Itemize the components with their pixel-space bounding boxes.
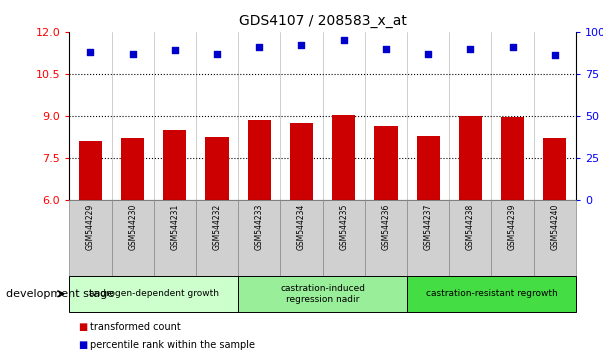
Bar	[69, 200, 112, 276]
Text: GSM544233: GSM544233	[255, 204, 264, 250]
Point	[170, 47, 180, 53]
Text: androgen-dependent growth: androgen-dependent growth	[89, 289, 219, 298]
Bar	[121, 138, 144, 200]
Bar	[323, 200, 365, 276]
Title: GDS4107 / 208583_x_at: GDS4107 / 208583_x_at	[239, 14, 406, 28]
Bar	[196, 200, 238, 276]
Point	[423, 51, 433, 57]
Point	[339, 38, 349, 43]
Point	[254, 44, 264, 50]
Text: development stage: development stage	[6, 289, 114, 299]
Point	[550, 53, 560, 58]
Text: percentile rank within the sample: percentile rank within the sample	[90, 340, 256, 350]
Bar	[112, 200, 154, 276]
Bar	[407, 276, 576, 312]
Bar	[238, 200, 280, 276]
Point	[128, 51, 137, 57]
Text: GSM544229: GSM544229	[86, 204, 95, 250]
Point	[212, 51, 222, 57]
Text: castration-induced
regression nadir: castration-induced regression nadir	[280, 284, 365, 303]
Text: transformed count: transformed count	[90, 322, 181, 332]
Bar	[365, 200, 407, 276]
Bar	[280, 200, 323, 276]
Text: GSM544239: GSM544239	[508, 204, 517, 250]
Bar	[163, 130, 186, 200]
Bar	[491, 200, 534, 276]
Text: GSM544230: GSM544230	[128, 204, 137, 250]
Bar	[407, 200, 449, 276]
Text: GSM544234: GSM544234	[297, 204, 306, 250]
Bar	[417, 136, 440, 200]
Bar	[206, 137, 229, 200]
Point	[466, 46, 475, 52]
Bar	[238, 276, 407, 312]
Text: GSM544232: GSM544232	[213, 204, 221, 250]
Text: castration-resistant regrowth: castration-resistant regrowth	[426, 289, 557, 298]
Bar	[69, 276, 238, 312]
Bar	[501, 117, 524, 200]
Point	[86, 49, 95, 55]
Text: ■: ■	[78, 322, 87, 332]
Bar	[79, 141, 102, 200]
Text: GSM544238: GSM544238	[466, 204, 475, 250]
Text: GSM544235: GSM544235	[339, 204, 348, 250]
Text: ■: ■	[78, 340, 87, 350]
Text: GSM544231: GSM544231	[171, 204, 179, 250]
Bar	[534, 200, 576, 276]
Text: GSM544240: GSM544240	[551, 204, 559, 250]
Bar	[290, 123, 313, 200]
Bar	[332, 115, 355, 200]
Text: GSM544237: GSM544237	[424, 204, 432, 250]
Text: GSM544236: GSM544236	[382, 204, 390, 250]
Point	[381, 46, 391, 52]
Bar	[543, 138, 566, 200]
Bar	[248, 120, 271, 200]
Point	[297, 42, 306, 48]
Bar	[154, 200, 196, 276]
Point	[508, 44, 517, 50]
Bar	[459, 116, 482, 200]
Bar	[449, 200, 491, 276]
Bar	[374, 126, 397, 200]
